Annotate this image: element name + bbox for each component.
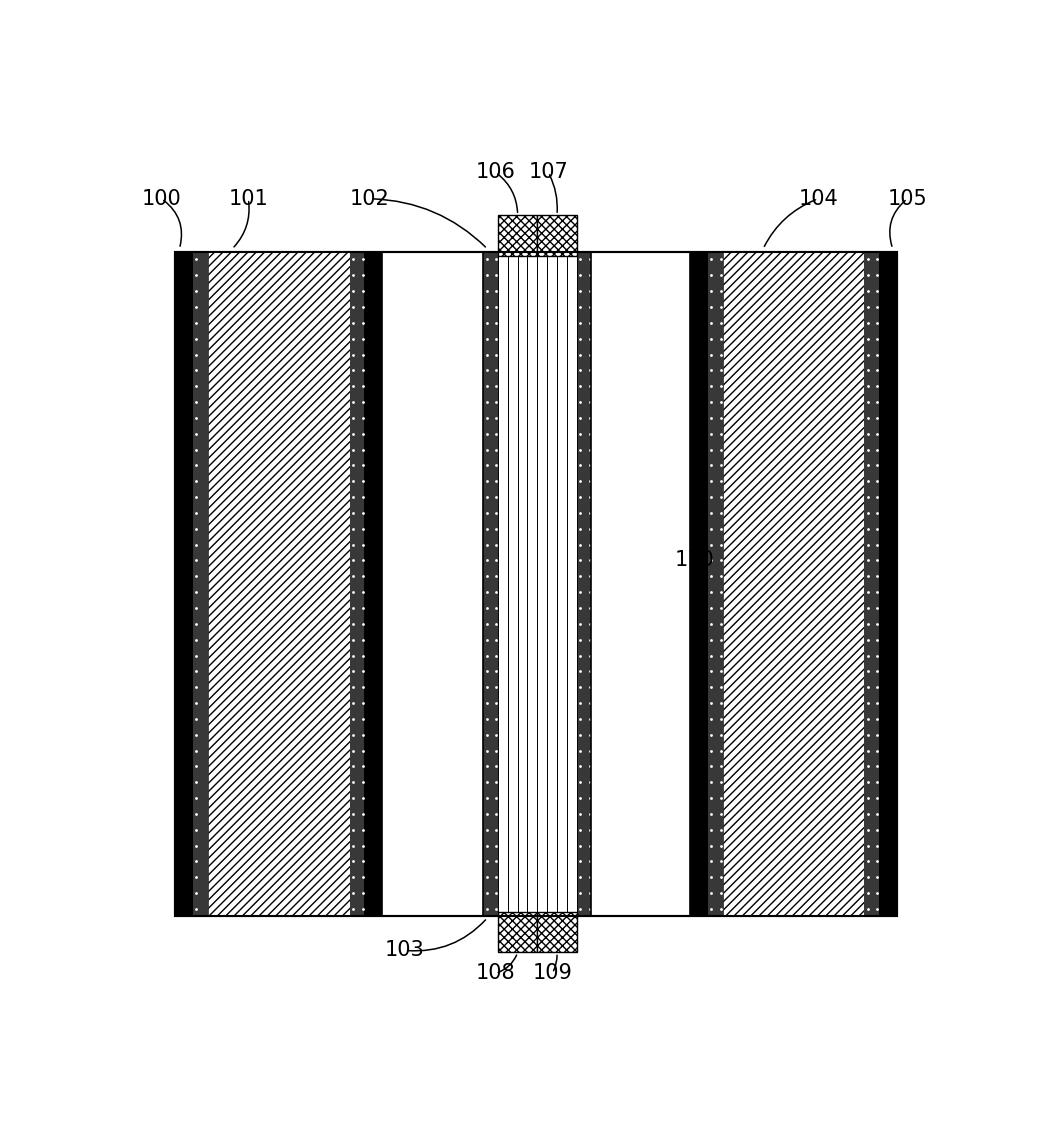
Bar <box>176 251 896 916</box>
Text: 105: 105 <box>887 189 927 209</box>
Bar <box>547 251 556 916</box>
Bar <box>518 251 527 916</box>
Bar <box>708 251 723 916</box>
Bar <box>576 251 591 916</box>
Text: 108: 108 <box>476 964 516 983</box>
Bar <box>349 251 364 916</box>
Bar <box>208 251 349 916</box>
Text: 107: 107 <box>528 162 568 183</box>
Bar <box>176 251 194 916</box>
Bar <box>690 251 896 916</box>
Text: 109: 109 <box>532 964 572 983</box>
Bar <box>879 251 896 916</box>
Bar <box>176 251 896 916</box>
Bar <box>498 215 538 256</box>
Text: 101: 101 <box>228 189 268 209</box>
Text: 104: 104 <box>798 189 838 209</box>
Text: 106: 106 <box>476 162 516 183</box>
Bar <box>690 251 708 916</box>
Bar <box>176 251 382 916</box>
Text: 102: 102 <box>350 189 390 209</box>
Text: 100: 100 <box>141 189 181 209</box>
Bar <box>538 251 547 916</box>
Bar <box>364 251 382 916</box>
Bar <box>556 251 567 916</box>
Bar <box>538 912 576 952</box>
Bar <box>567 251 576 916</box>
Bar <box>483 251 591 916</box>
Bar <box>498 912 538 952</box>
Bar <box>498 251 507 916</box>
Text: 103: 103 <box>385 941 425 960</box>
Bar <box>507 251 518 916</box>
Bar <box>527 251 538 916</box>
Text: 110: 110 <box>675 550 714 569</box>
Bar <box>538 215 576 256</box>
Bar <box>483 251 498 916</box>
Bar <box>723 251 864 916</box>
Bar <box>864 251 879 916</box>
Bar <box>194 251 208 916</box>
